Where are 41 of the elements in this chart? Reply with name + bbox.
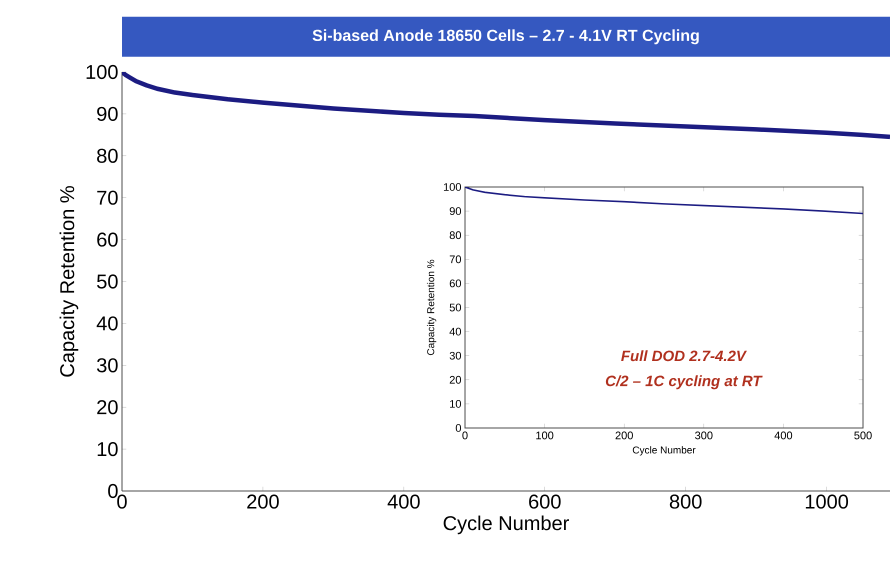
y-tick-label: 90 — [450, 207, 462, 215]
x-tick-label: 0 — [117, 494, 127, 509]
x-tick-label: 400 — [774, 432, 792, 440]
y-tick-label: 70 — [450, 255, 462, 264]
y-tick-label: 30 — [450, 352, 462, 360]
x-axis-title: Cycle Number — [444, 516, 569, 534]
x-tick-label: 1000 — [806, 494, 848, 509]
x-tick-label: 800 — [670, 494, 702, 509]
y-tick-label: 80 — [450, 231, 462, 240]
y-tick-label: 80 — [97, 148, 118, 163]
x-tick-label: 300 — [695, 432, 713, 440]
x-tick-label: 200 — [247, 494, 279, 509]
y-tick-label: 100 — [86, 64, 118, 80]
y-tick-label: 0 — [108, 484, 118, 498]
y-tick-label: 30 — [96, 358, 118, 372]
y-tick-label: 100 — [444, 183, 462, 191]
annotation: C/2 – 1C cycling at RT — [606, 375, 763, 390]
annotation: Full DOD 2.7-4.2V — [621, 350, 747, 362]
y-tick-label: 20 — [450, 376, 462, 384]
x-tick-label: 0 — [462, 432, 468, 440]
y-tick-label: 60 — [97, 232, 118, 247]
y-tick-label: 10 — [450, 400, 462, 408]
y-tick-label: 40 — [449, 328, 462, 336]
y-tick-label: 10 — [98, 442, 118, 456]
y-tick-label: 40 — [96, 316, 118, 330]
y-tick-label: 50 — [97, 274, 118, 289]
y-tick-label: 60 — [450, 280, 462, 288]
x-tick-label: 500 — [854, 432, 872, 440]
chart-title: Si-based Anode 18650 Cells – 2.7 - 4.1V RT Cycling — [312, 29, 699, 44]
x-axis-title: Cycle Number — [632, 446, 696, 456]
x-tick-label: 400 — [388, 494, 420, 509]
y-axis-title: Capacity Retention % — [60, 186, 78, 377]
y-tick-label: 70 — [97, 190, 118, 205]
y-tick-label: 0 — [456, 424, 462, 432]
x-tick-label: 100 — [536, 432, 554, 440]
y-axis-title: Capacity Retention % — [426, 260, 436, 356]
y-tick-label: 50 — [450, 304, 462, 312]
x-tick-label: 200 — [616, 432, 633, 440]
y-tick-label: 20 — [97, 400, 118, 414]
y-tick-label: 90 — [97, 106, 118, 121]
x-tick-label: 600 — [529, 494, 561, 509]
